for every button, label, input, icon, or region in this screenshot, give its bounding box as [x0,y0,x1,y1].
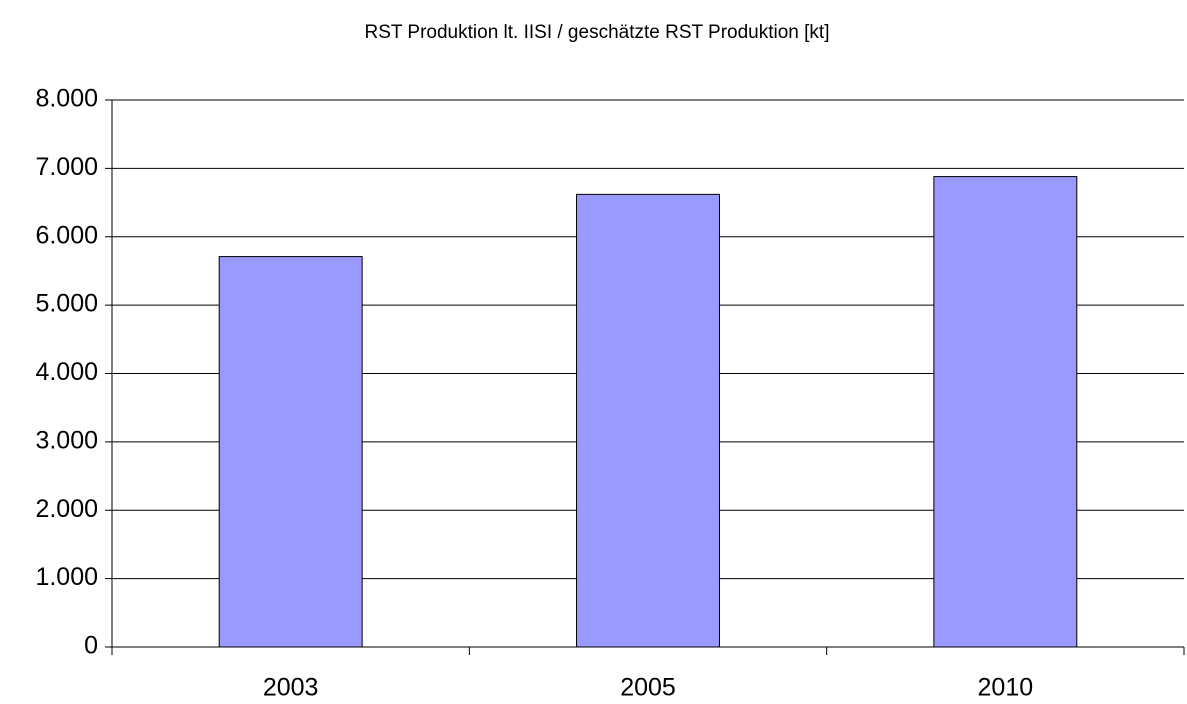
x-tick-label: 2003 [263,674,319,702]
y-tick-label: 3.000 [35,426,98,454]
x-tick-label: 2005 [620,674,676,702]
x-tick-label: 2010 [978,674,1034,702]
y-tick-label: 5.000 [35,290,98,318]
y-tick-label: 0 [84,632,98,660]
bar [218,256,363,648]
y-tick-label: 4.000 [35,358,98,386]
y-tick-label: 2.000 [35,495,98,523]
bar [576,193,720,648]
y-tick-label: 6.000 [35,221,98,249]
y-tick-label: 7.000 [35,153,98,181]
y-tick-label: 1.000 [35,563,98,591]
chart-title: RST Produktion lt. IISI / geschätzte RST… [364,22,829,43]
bar [933,176,1078,648]
y-tick-label: 8.000 [35,85,98,113]
